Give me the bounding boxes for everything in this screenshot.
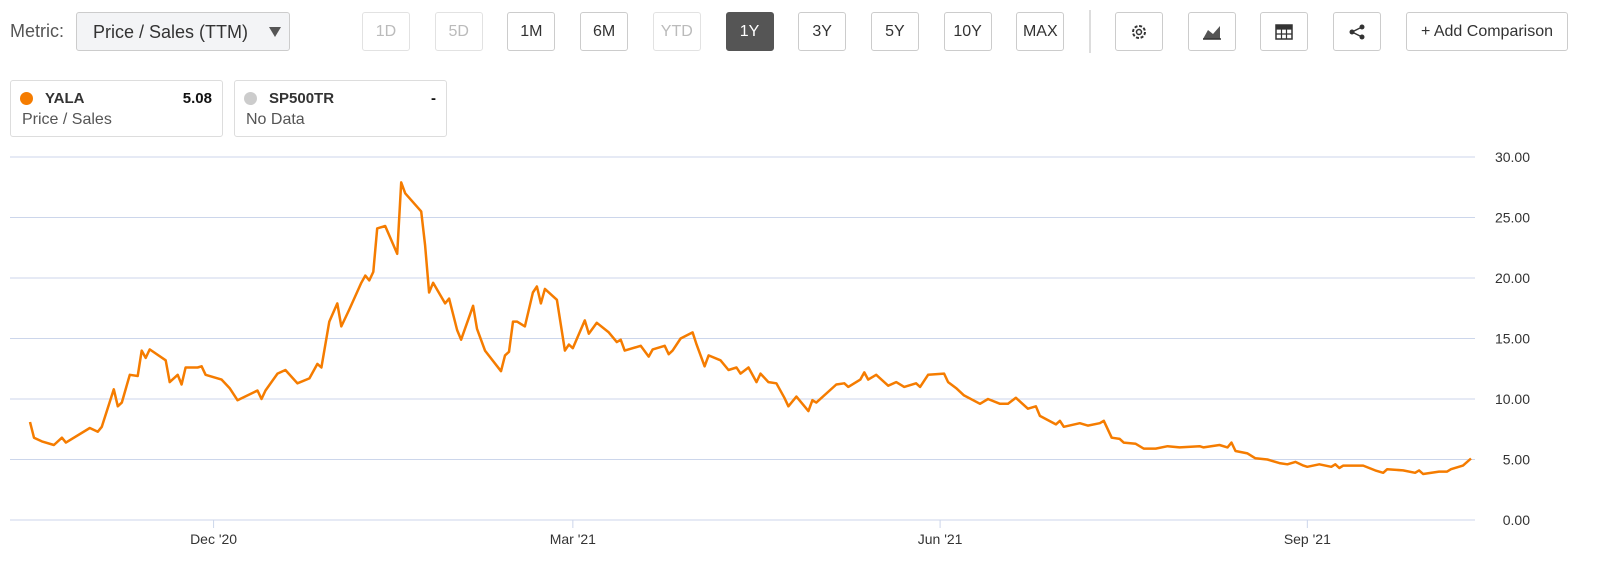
- range-button[interactable]: MAX: [1016, 12, 1065, 51]
- legend-name: YALA: [45, 90, 85, 107]
- legend-name: SP500TR: [269, 90, 335, 107]
- x-tick-label: Mar '21: [550, 531, 596, 547]
- range-button[interactable]: 1Y: [725, 12, 774, 51]
- range-button[interactable]: 10Y: [943, 12, 992, 51]
- dropdown-arrow: [269, 27, 281, 37]
- separator: [1089, 10, 1091, 53]
- y-tick-label: 20.00: [1495, 270, 1530, 286]
- range-button[interactable]: 6M: [580, 12, 629, 51]
- legend-value: -: [431, 90, 436, 107]
- series-line: [28, 181, 1472, 476]
- legend-dot: [20, 92, 33, 105]
- y-tick-label: 25.00: [1495, 210, 1530, 226]
- y-tick-label: 15.00: [1495, 331, 1530, 347]
- legend-metric: Price / Sales: [22, 111, 112, 128]
- y-tick-label: 5.00: [1503, 452, 1530, 468]
- share-button[interactable]: [1333, 12, 1381, 51]
- table-button[interactable]: [1260, 12, 1308, 51]
- range-button: YTD: [652, 12, 701, 51]
- legend-metric: No Data: [246, 111, 305, 128]
- legend-card: SP500TR - No Data: [234, 80, 447, 137]
- metric-dropdown[interactable]: Price / Sales (TTM): [76, 12, 290, 51]
- table-icon: [1275, 23, 1293, 40]
- range-button: 1D: [362, 12, 410, 51]
- gear-icon: [1132, 24, 1146, 39]
- share-icon: [1349, 24, 1365, 39]
- legend-dot: [244, 92, 257, 105]
- x-tick-label: Sep '21: [1284, 531, 1331, 547]
- chart-type-button[interactable]: [1188, 12, 1236, 51]
- y-tick-label: 0.00: [1503, 512, 1530, 528]
- range-button[interactable]: 3Y: [798, 12, 847, 51]
- y-tick-label: 30.00: [1495, 149, 1530, 165]
- legend-card: YALA 5.08 Price / Sales: [10, 80, 223, 137]
- range-button: 5D: [434, 12, 483, 51]
- chart-icon: [1203, 25, 1221, 40]
- x-tick-label: Jun '21: [918, 531, 963, 547]
- settings-button[interactable]: [1115, 12, 1163, 51]
- range-button[interactable]: 5Y: [870, 12, 919, 51]
- range-button[interactable]: 1M: [507, 12, 556, 51]
- legend-value: 5.08: [182, 90, 212, 107]
- y-tick-label: 10.00: [1495, 391, 1530, 407]
- metric-label: Metric:: [10, 21, 64, 41]
- metric-value: Price / Sales (TTM): [93, 22, 249, 42]
- x-tick-label: Dec '20: [190, 531, 237, 547]
- add-comparison-button[interactable]: + Add Comparison: [1406, 12, 1568, 51]
